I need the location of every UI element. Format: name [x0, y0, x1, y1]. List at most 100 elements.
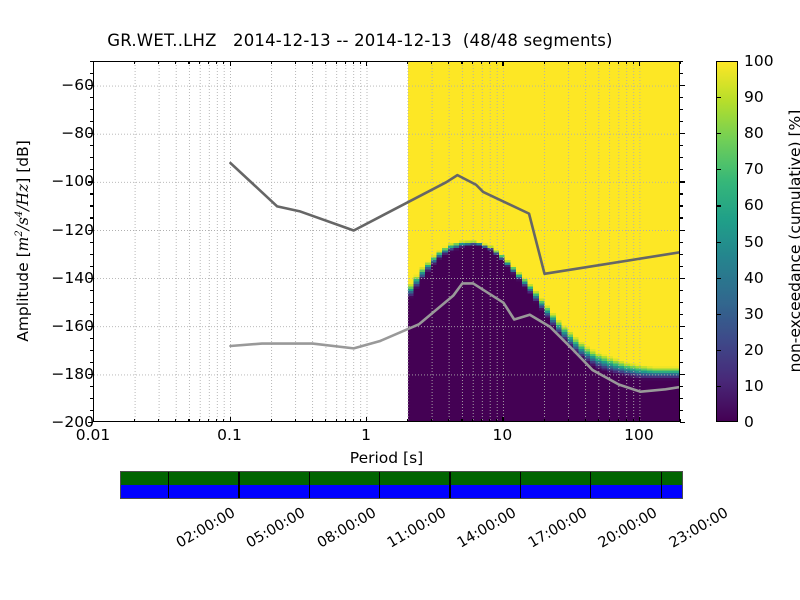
x-minor-tick [543, 61, 545, 64]
noise-model-curves [229, 161, 679, 394]
y-minor-tick [90, 361, 93, 363]
y-minor-tick [680, 337, 683, 339]
x-minor-tick [223, 419, 225, 422]
colorbar-tick-mark [716, 97, 721, 99]
time-coverage-bar [120, 471, 683, 499]
colorbar-tick-mark [716, 349, 721, 351]
y-tick-mark [88, 181, 93, 183]
x-tick-label: 100 [624, 426, 654, 444]
y-tick-mark [680, 422, 685, 424]
x-minor-tick [216, 419, 218, 422]
coverage-tick [660, 472, 662, 498]
x-minor-tick [352, 61, 354, 64]
colorbar-tick-label: 30 [744, 304, 764, 323]
y-minor-tick [680, 361, 683, 363]
x-minor-tick [335, 61, 337, 64]
x-minor-tick [175, 61, 177, 64]
x-minor-tick [344, 61, 346, 64]
x-minor-tick [407, 419, 409, 422]
x-tick-mark [229, 61, 231, 66]
y-tick-label: −200 [51, 413, 94, 431]
y-minor-tick [90, 205, 93, 207]
y-minor-tick [90, 217, 93, 219]
colorbar-label: non-exceedance (cumulative) [%] [786, 109, 800, 373]
y-minor-tick [680, 301, 683, 303]
x-minor-tick [584, 419, 586, 422]
x-tick-label: 0.1 [217, 426, 242, 444]
x-tick-mark [93, 61, 95, 66]
x-minor-tick [496, 419, 498, 422]
x-minor-tick [489, 419, 491, 422]
colorbar-tick-mark [716, 205, 721, 207]
y-minor-tick [680, 349, 683, 351]
coverage-tick [449, 472, 451, 498]
y-minor-tick [90, 397, 93, 400]
y-minor-tick [90, 265, 93, 267]
y-tick-mark [88, 422, 93, 424]
x-minor-tick [270, 419, 272, 422]
y-tick-mark [680, 133, 685, 135]
colorbar-tick-label: 0 [744, 413, 754, 431]
colorbar-tick-mark [716, 169, 721, 171]
y-tick-label: −160 [51, 316, 94, 335]
colorbar-tick-mark [716, 385, 721, 388]
y-tick-label: −100 [51, 172, 94, 191]
colorbar-tick-label: 20 [744, 340, 764, 359]
y-minor-tick [90, 410, 93, 412]
colorbar-tick-label: 10 [744, 376, 764, 395]
coverage-tick [590, 472, 592, 498]
y-minor-tick [90, 109, 93, 111]
x-minor-tick [617, 61, 619, 64]
y-minor-tick [90, 349, 93, 351]
x-minor-tick [625, 419, 627, 422]
coverage-tick [308, 472, 310, 498]
colorbar-tick-label: 50 [744, 232, 764, 251]
x-minor-tick [597, 61, 599, 64]
time-tick-label: 08:00:00 [314, 505, 379, 552]
y-minor-tick [680, 97, 683, 99]
ppsd-axes [93, 61, 680, 422]
x-minor-tick [324, 419, 327, 422]
time-tick-label: 05:00:00 [244, 505, 309, 552]
y-minor-tick [680, 157, 683, 159]
y-minor-tick [680, 205, 683, 207]
x-minor-tick [489, 61, 491, 64]
x-minor-tick [597, 419, 599, 422]
x-minor-tick [461, 61, 463, 64]
x-minor-tick [199, 419, 201, 422]
x-minor-tick [311, 61, 313, 64]
x-tick-label: 1 [361, 426, 371, 444]
y-minor-tick [680, 410, 683, 412]
time-tick-label: 02:00:00 [173, 505, 239, 552]
y-tick-label: −80 [61, 124, 94, 143]
x-minor-tick [270, 61, 272, 64]
y-minor-tick [680, 313, 683, 315]
y-minor-tick [90, 385, 93, 388]
y-tick-mark [88, 277, 93, 279]
y-minor-tick [680, 109, 683, 111]
y-minor-tick [680, 289, 683, 291]
y-tick-mark [88, 229, 93, 231]
x-minor-tick [208, 419, 210, 422]
y-minor-tick [90, 61, 93, 63]
y-axis-label: Amplitude [m2/s4/Hz] [dB] [14, 140, 33, 342]
x-tick-mark [366, 417, 368, 422]
y-minor-tick [680, 73, 683, 75]
x-tick-mark [638, 417, 641, 422]
colorbar-tick-mark [716, 277, 721, 279]
y-minor-tick [90, 253, 93, 255]
colorbar-tick-label: 90 [744, 88, 764, 107]
coverage-data-bar [121, 472, 682, 485]
x-minor-tick [632, 61, 634, 64]
y-minor-tick [90, 73, 93, 75]
y-minor-tick [90, 289, 93, 291]
x-minor-tick [680, 419, 682, 422]
x-tick-label: 0.01 [75, 426, 111, 444]
x-minor-tick [175, 419, 177, 422]
y-minor-tick [680, 145, 683, 147]
x-tick-label: 10 [492, 426, 513, 444]
y-minor-tick [90, 157, 93, 159]
y-minor-tick [90, 301, 93, 303]
x-minor-tick [431, 61, 433, 64]
y-minor-tick [680, 193, 683, 195]
